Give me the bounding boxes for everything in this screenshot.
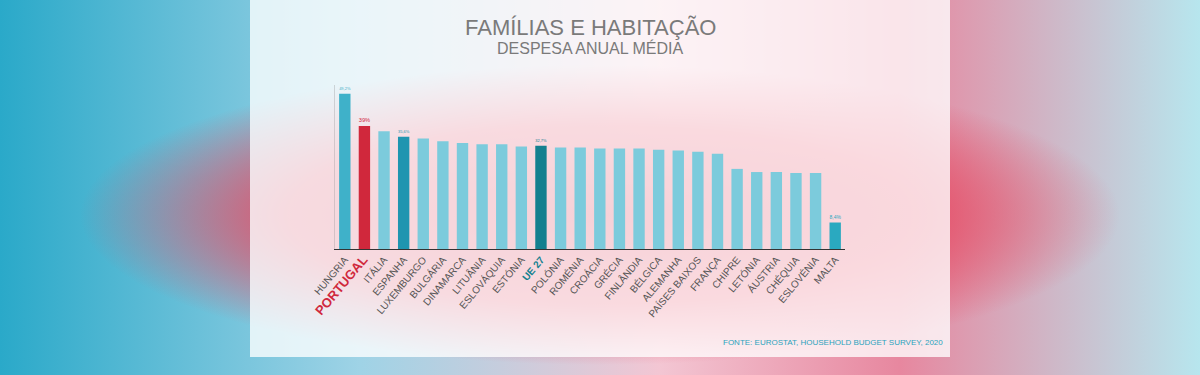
svg-text:ROMÉNIA: ROMÉNIA bbox=[546, 254, 585, 298]
svg-text:32,7%: 32,7% bbox=[535, 138, 547, 143]
svg-text:MALTA: MALTA bbox=[812, 254, 841, 286]
svg-text:DESPESA ANUAL MÉDIA: DESPESA ANUAL MÉDIA bbox=[497, 39, 683, 57]
svg-text:ESLOVÁQUIA: ESLOVÁQUIA bbox=[456, 254, 507, 311]
svg-text:LETÓNIA: LETÓNIA bbox=[725, 254, 762, 295]
svg-text:UE 27: UE 27 bbox=[520, 254, 547, 283]
svg-text:PAÍSES BAIXOS: PAÍSES BAIXOS bbox=[646, 254, 704, 320]
svg-text:HUNGRIA: HUNGRIA bbox=[312, 254, 350, 297]
svg-text:ITÁLIA: ITÁLIA bbox=[361, 254, 390, 285]
svg-text:8,4%: 8,4% bbox=[830, 214, 842, 220]
svg-text:49,2%: 49,2% bbox=[339, 86, 351, 91]
svg-text:BULGÁRIA: BULGÁRIA bbox=[407, 254, 449, 301]
svg-text:LUXEMBURGO: LUXEMBURGO bbox=[374, 254, 428, 316]
svg-text:LITUÂNIA: LITUÂNIA bbox=[449, 254, 487, 296]
svg-text:FAMÍLIAS E HABITAÇÃO: FAMÍLIAS E HABITAÇÃO bbox=[465, 15, 716, 40]
svg-text:POLÓNIA: POLÓNIA bbox=[528, 254, 566, 296]
svg-text:CHÉQUIA: CHÉQUIA bbox=[763, 254, 802, 297]
svg-text:ÁUSTRIA: ÁUSTRIA bbox=[745, 254, 782, 295]
svg-text:PORTUGAL: PORTUGAL bbox=[312, 252, 370, 318]
svg-text:39%: 39% bbox=[359, 117, 370, 123]
svg-text:DINAMARCA: DINAMARCA bbox=[421, 254, 468, 307]
svg-text:35,6%: 35,6% bbox=[398, 129, 410, 134]
svg-text:ESPANHA: ESPANHA bbox=[370, 254, 409, 297]
svg-text:FONTE: EUROSTAT, HOUSEHOLD BUD: FONTE: EUROSTAT, HOUSEHOLD BUDGET SURVEY… bbox=[723, 338, 943, 347]
svg-text:GRÉCIA: GRÉCIA bbox=[591, 254, 625, 291]
svg-text:ESLOVÉNIA: ESLOVÉNIA bbox=[775, 254, 821, 305]
svg-text:ESTÓNIA: ESTÓNIA bbox=[489, 254, 527, 296]
svg-text:CROÁCIA: CROÁCIA bbox=[567, 254, 606, 297]
svg-text:ALEMANHA: ALEMANHA bbox=[640, 254, 684, 303]
svg-text:BÉLGICA: BÉLGICA bbox=[627, 254, 664, 295]
svg-text:FINLÂNDIA: FINLÂNDIA bbox=[602, 254, 645, 302]
svg-text:CHIPRE: CHIPRE bbox=[710, 254, 743, 290]
svg-text:FRANÇA: FRANÇA bbox=[688, 254, 723, 293]
